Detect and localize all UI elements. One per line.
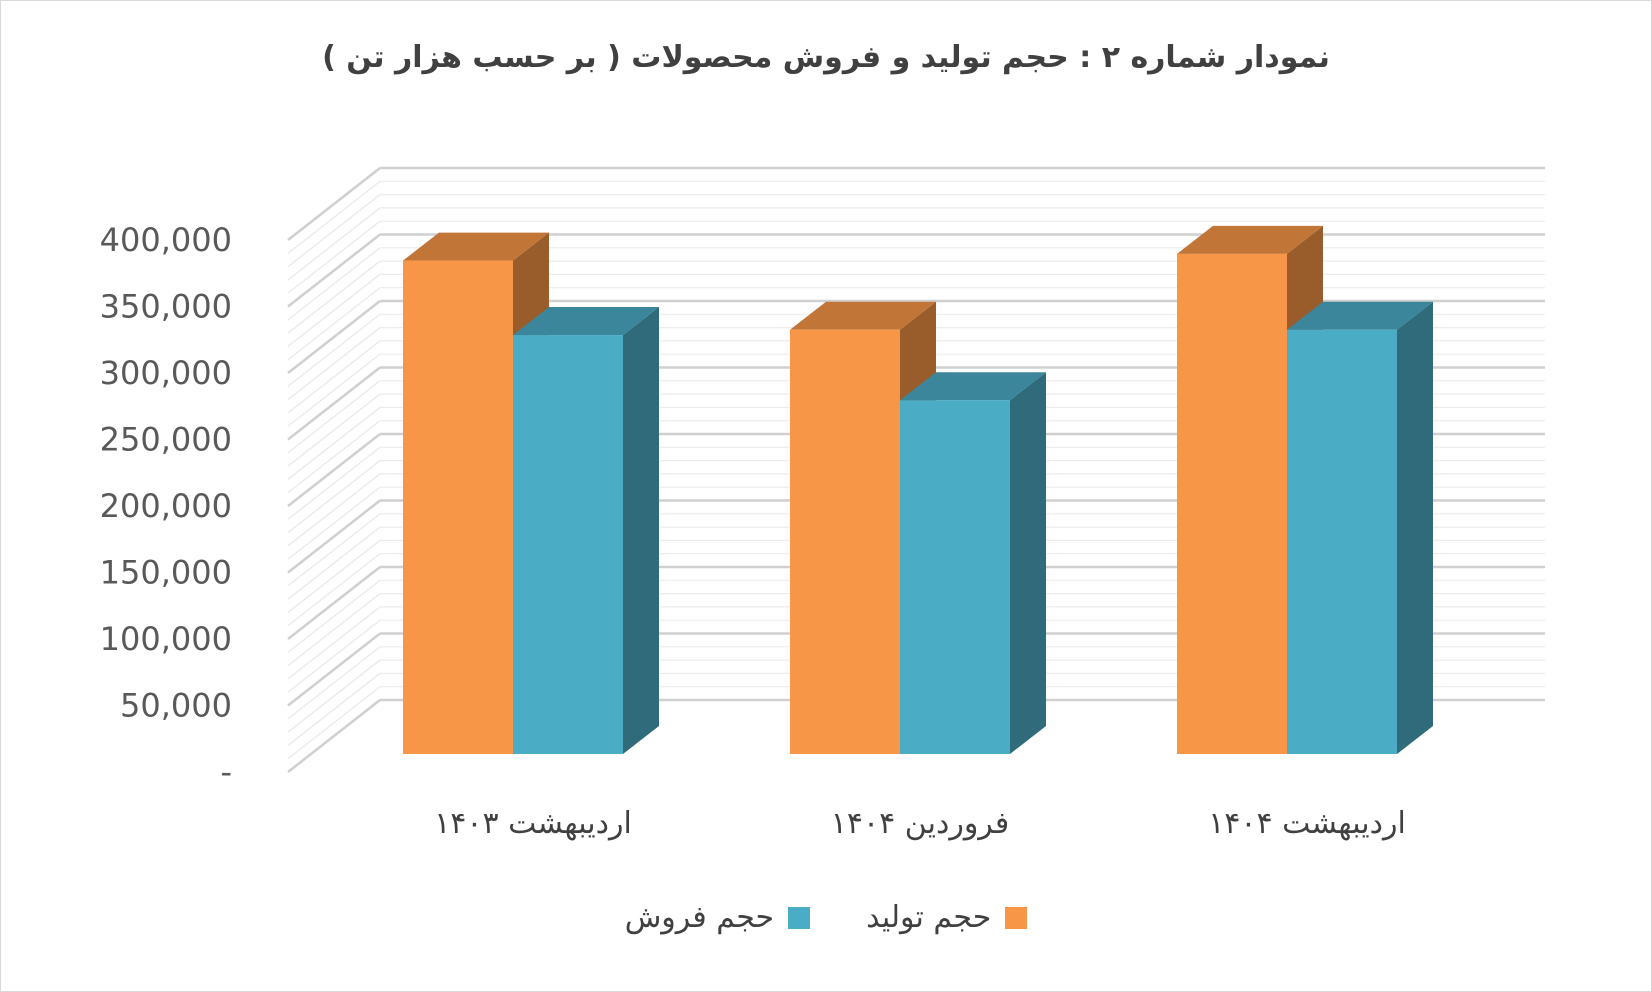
bar-front xyxy=(1287,329,1397,754)
legend-item-production: حجم تولید xyxy=(866,900,1028,935)
side-grid-line xyxy=(287,699,381,773)
x-tick-label: فروردین ۱۴۰۴ xyxy=(831,806,1009,841)
side-grid-line xyxy=(287,473,381,547)
side-grid-line xyxy=(287,433,381,507)
bar-top xyxy=(513,307,659,336)
bar-front xyxy=(790,329,900,754)
legend: حجم تولید حجم فروش xyxy=(0,900,1652,935)
side-grid-line xyxy=(287,406,381,480)
side-grid-line xyxy=(287,659,381,733)
legend-label-production: حجم تولید xyxy=(866,900,992,935)
side-grid-line xyxy=(287,180,381,254)
side-grid-line xyxy=(287,287,381,361)
legend-label-sales: حجم فروش xyxy=(624,900,775,935)
side-grid-line xyxy=(287,539,381,613)
side-grid-line xyxy=(287,632,381,707)
y-tick-label: 350,000 xyxy=(100,288,232,326)
side-grid-line xyxy=(287,327,381,401)
side-grid-line xyxy=(287,553,381,627)
side-grid-line xyxy=(287,460,381,534)
bar-top xyxy=(1287,301,1433,330)
side-grid-line xyxy=(287,446,381,520)
side-grid-line xyxy=(287,672,381,746)
bar-front xyxy=(513,335,623,754)
x-tick-label: اردیبهشت ۱۴۰۳ xyxy=(434,806,632,841)
side-grid-line xyxy=(287,207,381,281)
side-grid-line xyxy=(287,366,381,441)
side-grid-line xyxy=(287,247,381,321)
bars xyxy=(403,225,1433,755)
side-grid-line xyxy=(287,260,381,334)
side-grid-line xyxy=(287,486,381,560)
bar-side xyxy=(1010,372,1046,754)
side-grid-line xyxy=(287,579,381,653)
side-grid-line xyxy=(287,566,381,640)
bar-sales-0 xyxy=(513,307,659,754)
x-tick-label: اردیبهشت ۱۴۰۴ xyxy=(1208,806,1406,841)
legend-swatch-sales xyxy=(788,906,811,929)
bar-top xyxy=(403,232,549,261)
side-grid-line xyxy=(287,420,381,494)
y-axis-ticks: - 50,000 100,000 150,000 200,000 250,000 300,0… xyxy=(100,221,232,791)
side-grid-line xyxy=(287,606,381,680)
y-tick-label: 200,000 xyxy=(100,487,232,525)
side-grid-line xyxy=(287,646,381,720)
side-grid-line xyxy=(287,686,381,760)
y-tick-label: 300,000 xyxy=(100,354,232,392)
side-grid-line xyxy=(287,526,381,600)
y-tick-label: - xyxy=(220,753,232,791)
bar-front xyxy=(403,260,513,754)
bar-top xyxy=(900,372,1046,401)
legend-item-sales: حجم فروش xyxy=(624,900,811,935)
y-tick-label: 50,000 xyxy=(120,687,232,725)
bar-sales-1 xyxy=(900,372,1046,754)
side-grid-line xyxy=(287,233,381,308)
bar-top xyxy=(790,301,936,330)
side-grid-line xyxy=(287,619,381,693)
side-grid-line xyxy=(287,167,381,241)
side-grid-line xyxy=(287,393,381,467)
side-grid-line xyxy=(287,499,381,574)
bar-sales-2 xyxy=(1287,301,1433,754)
y-tick-label: 150,000 xyxy=(100,554,232,592)
side-grid-line xyxy=(287,353,381,427)
bar-front xyxy=(900,400,1010,754)
side-grid-line xyxy=(287,194,381,268)
side-grid-line xyxy=(287,273,381,347)
side-grid-line xyxy=(287,513,381,587)
side-grid-line xyxy=(287,340,381,414)
side-grid-line xyxy=(287,380,381,454)
legend-swatch-production xyxy=(1005,906,1028,929)
bar-top xyxy=(1177,225,1323,254)
side-grid-line xyxy=(287,300,381,374)
y-tick-label: 250,000 xyxy=(100,421,232,459)
y-tick-label: 400,000 xyxy=(100,221,232,259)
side-grid-line xyxy=(287,313,381,387)
bar-front xyxy=(1177,253,1287,755)
x-axis-ticks: اردیبهشت ۱۴۰۳ فروردین ۱۴۰۴ اردیبهشت ۱۴۰۴ xyxy=(434,806,1406,841)
side-grid-line xyxy=(287,220,381,294)
chart-title: نمودار شماره ۲ : حجم تولید و فروش محصولا… xyxy=(322,40,1330,75)
side-grid-line xyxy=(287,593,381,667)
bar-side xyxy=(1397,301,1433,754)
y-tick-label: 100,000 xyxy=(100,620,232,658)
bar-side xyxy=(623,307,659,754)
